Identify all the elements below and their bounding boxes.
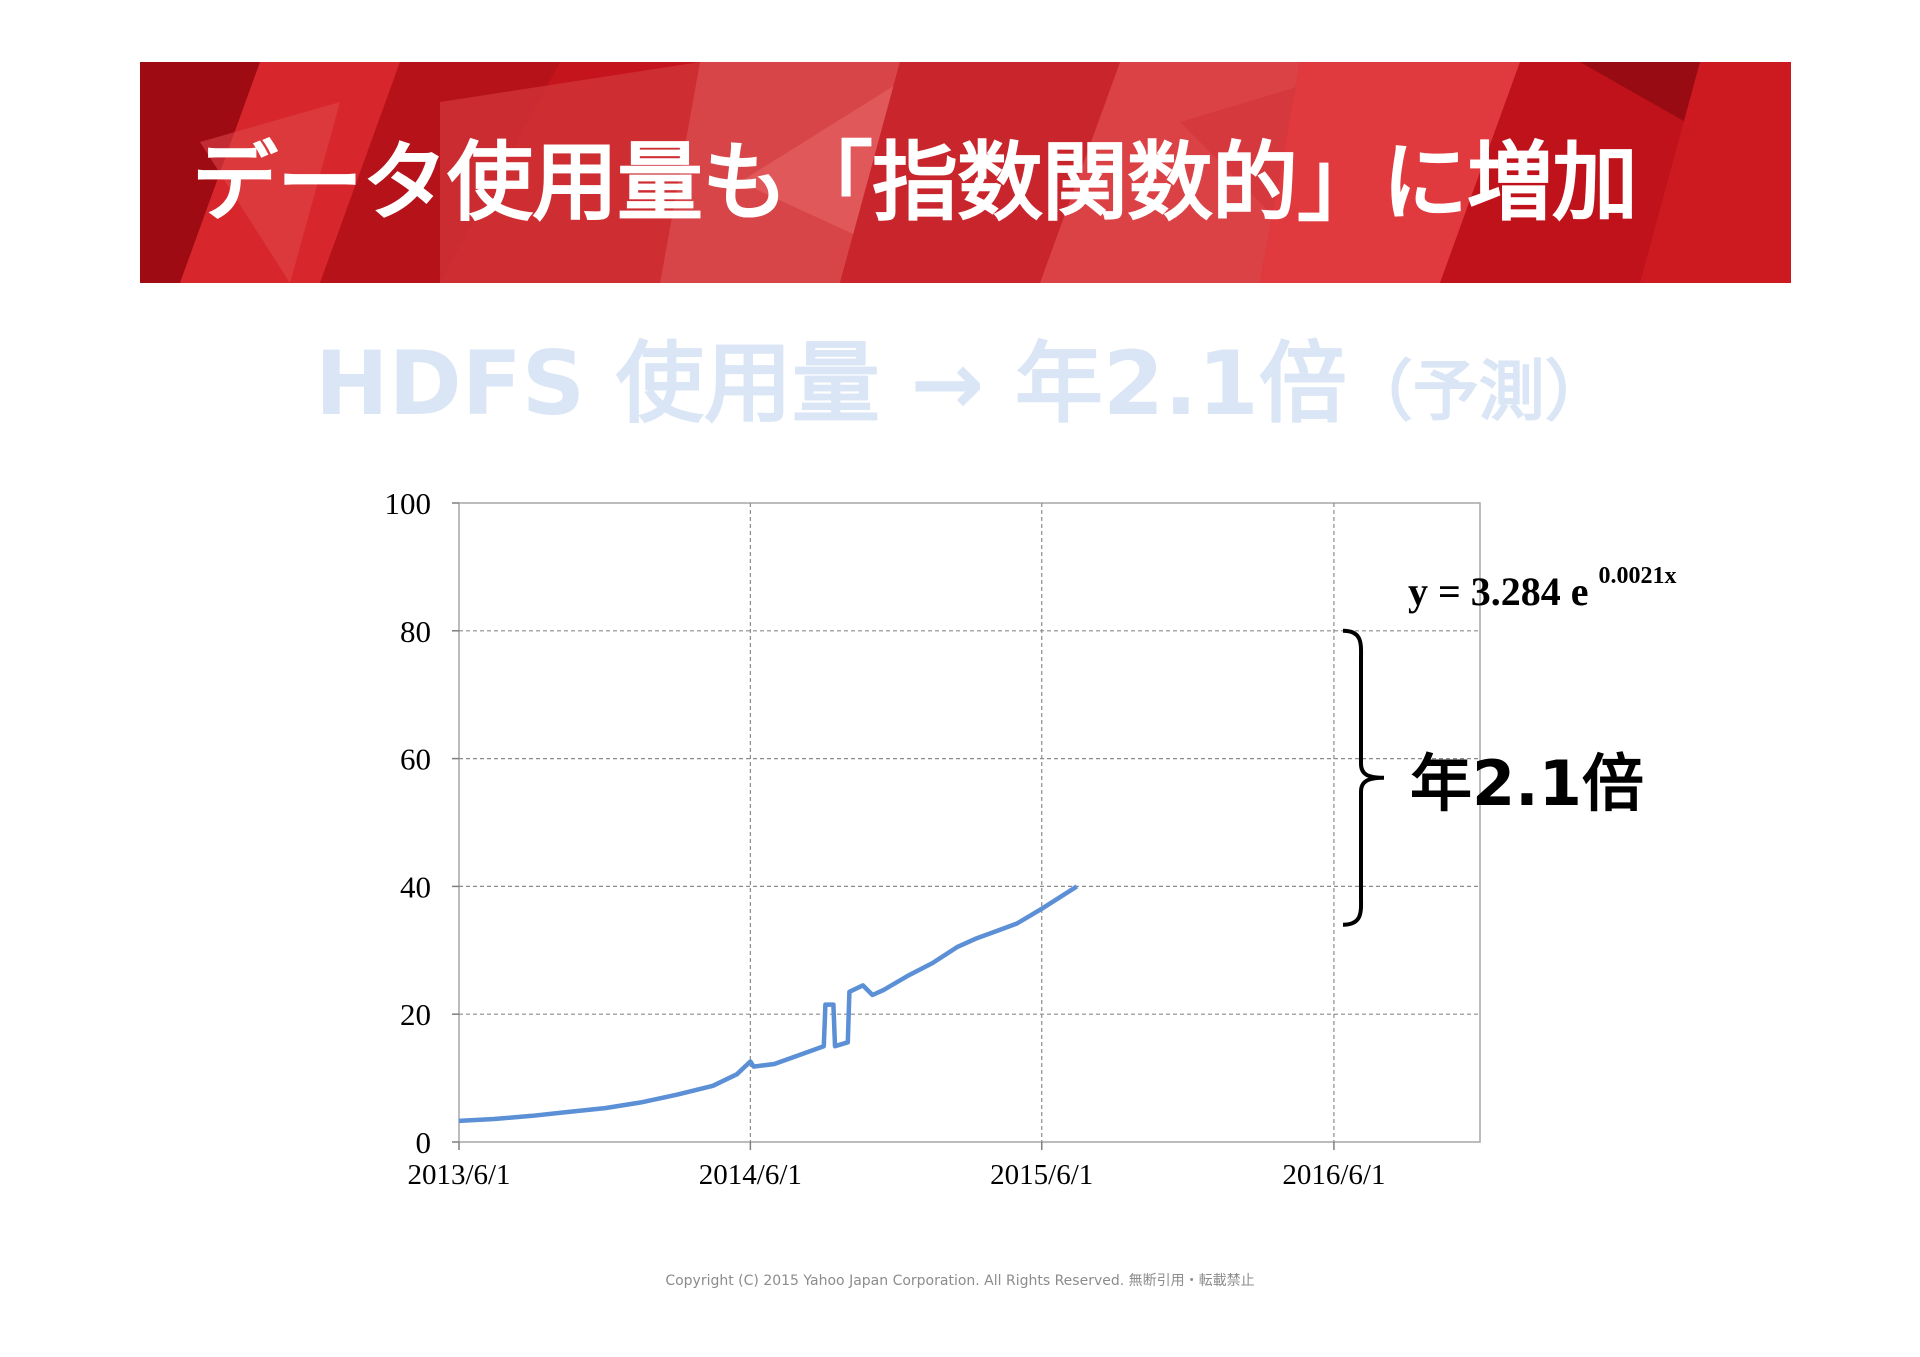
y-tick-label: 100 [385, 486, 432, 521]
plot-area [458, 502, 1481, 1143]
y-tick-label: 60 [400, 742, 431, 777]
x-tick-label: 2015/6/1 [990, 1159, 1093, 1191]
y-tick-label: 20 [400, 997, 431, 1032]
slide-subtitle: HDFS 使用量 → 年2.1倍（予測） [315, 340, 1611, 428]
actual-usage-line-series [459, 884, 1079, 1124]
x-tick-label: 2014/6/1 [699, 1159, 802, 1191]
y-tick-label: 0 [416, 1125, 432, 1160]
slide-title: データ使用量も「指数関数的」に増加 [192, 133, 1638, 233]
subtitle-forecast-note: （予測） [1346, 353, 1611, 430]
y-tick-label: 40 [400, 869, 431, 904]
growth-label: 年2.1倍 [1410, 747, 1644, 820]
fit-equation-base: y = 3.284 e [1408, 569, 1589, 614]
copyright-footer: Copyright (C) 2015 Yahoo Japan Corporati… [665, 1273, 1255, 1289]
title-banner: データ使用量も「指数関数的」に増加 [140, 62, 1791, 283]
subtitle-main: HDFS 使用量 → 年2.1倍 [315, 332, 1347, 435]
x-tick-label: 2016/6/1 [1282, 1159, 1385, 1191]
banner-background-pattern [140, 62, 1791, 283]
y-tick-label: 80 [400, 614, 431, 649]
growth-brace [1342, 628, 1385, 927]
x-tick-label: 2013/6/1 [407, 1159, 510, 1191]
fit-equation: y = 3.284 e 0.0021x [1408, 563, 1677, 614]
fit-equation-exponent: 0.0021x [1599, 563, 1677, 589]
